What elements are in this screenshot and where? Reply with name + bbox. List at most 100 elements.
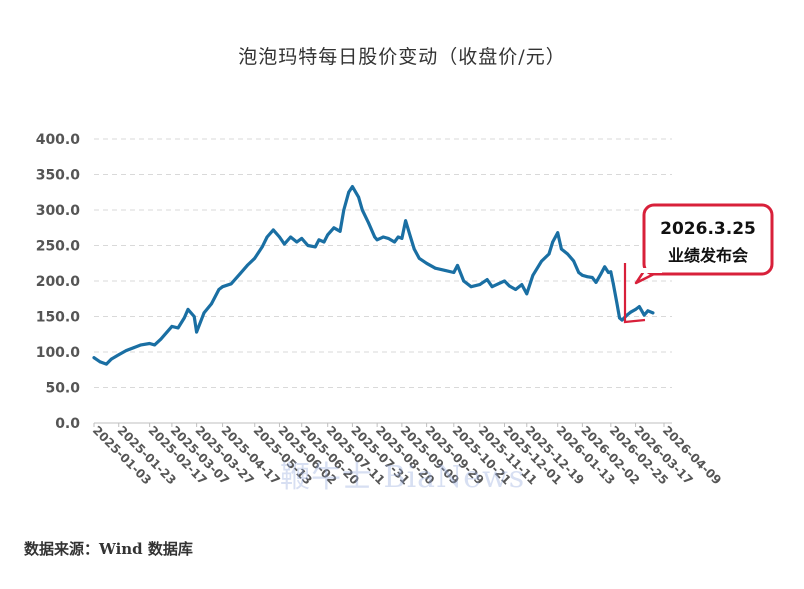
data-point	[117, 353, 121, 357]
data-point	[469, 285, 473, 289]
data-point	[283, 242, 286, 246]
watermark: 鞭牛士 BiaNews	[280, 460, 526, 495]
data-point	[338, 229, 342, 233]
data-point	[210, 302, 213, 306]
data-point	[253, 256, 257, 260]
data-point	[585, 275, 589, 279]
data-point	[577, 271, 581, 274]
data-point	[409, 235, 412, 239]
data-point	[629, 310, 632, 314]
data-point	[375, 238, 379, 242]
data-point	[540, 259, 543, 263]
data-point	[462, 279, 466, 283]
data-point	[400, 237, 404, 240]
data-point	[393, 240, 396, 244]
data-point	[443, 269, 447, 272]
earnings-annotation: 2026.3.25 业绩发布会	[623, 203, 774, 324]
y-tick-label: 0.0	[55, 416, 80, 432]
data-point	[229, 282, 233, 286]
data-point	[306, 244, 310, 247]
data-point	[98, 360, 102, 364]
data-point	[508, 284, 511, 288]
data-point	[238, 272, 242, 276]
data-point	[153, 343, 157, 347]
data-point	[381, 235, 385, 239]
data-point	[425, 261, 428, 265]
data-point	[514, 288, 517, 291]
data-point	[357, 195, 360, 199]
data-point	[609, 270, 613, 274]
data-point	[634, 308, 637, 311]
data-point	[478, 283, 482, 286]
data-point	[581, 273, 584, 277]
data-point	[182, 316, 186, 320]
data-point	[485, 278, 489, 281]
data-point	[637, 305, 641, 308]
data-point	[452, 271, 456, 274]
data-point	[132, 346, 136, 350]
callout-gap	[638, 268, 662, 273]
data-point	[551, 240, 555, 244]
data-point	[326, 233, 330, 237]
data-point	[572, 259, 576, 263]
data-point	[300, 237, 304, 240]
data-point	[195, 330, 199, 334]
data-point	[642, 313, 646, 317]
data-point	[386, 237, 390, 240]
data-point	[618, 316, 621, 320]
data-point	[456, 264, 459, 267]
data-point	[433, 266, 437, 270]
y-tick-label: 300.0	[36, 203, 81, 219]
data-point	[139, 343, 143, 347]
data-point	[278, 235, 281, 239]
data-point	[396, 235, 400, 239]
data-point	[221, 285, 225, 289]
data-point	[105, 362, 108, 366]
data-point	[367, 221, 370, 225]
data-point	[289, 235, 292, 239]
data-point	[611, 282, 615, 286]
data-point	[404, 219, 407, 223]
data-point	[165, 330, 169, 334]
data-point	[347, 190, 351, 194]
data-point	[159, 337, 163, 341]
data-point	[490, 285, 494, 289]
data-point	[560, 247, 563, 251]
data-point	[92, 356, 96, 360]
data-point	[202, 311, 206, 315]
data-source: 数据来源：Wind 数据库	[24, 540, 193, 558]
data-point	[295, 240, 299, 244]
data-point	[360, 208, 364, 212]
data-point	[620, 318, 624, 322]
data-point	[322, 240, 326, 244]
data-point	[607, 271, 610, 274]
y-tick-label: 350.0	[36, 168, 81, 184]
data-point	[260, 245, 264, 249]
data-point	[245, 264, 249, 267]
y-tick-label: 100.0	[36, 345, 81, 361]
y-tick-label: 400.0	[36, 132, 81, 148]
callout-date: 2026.3.25	[660, 219, 756, 239]
data-point	[271, 228, 275, 232]
data-point	[332, 226, 336, 230]
data-point	[651, 311, 655, 315]
series-close-price	[92, 185, 655, 366]
data-point	[625, 313, 629, 317]
data-point	[412, 247, 416, 251]
data-point	[342, 208, 346, 212]
callout-label: 业绩发布会	[668, 246, 748, 265]
callout-box	[642, 203, 774, 276]
chart-title: 泡泡玛特每日股价变动（收盘价/元）	[238, 46, 566, 68]
series-line	[92, 185, 655, 366]
data-point	[503, 279, 506, 283]
data-point	[217, 288, 221, 291]
y-tick-label: 200.0	[36, 274, 81, 290]
data-point	[373, 235, 377, 239]
y-tick-label: 150.0	[36, 310, 81, 326]
data-point	[531, 273, 535, 277]
data-point	[496, 282, 500, 286]
data-point	[520, 283, 524, 286]
data-point	[599, 272, 603, 276]
data-point	[176, 326, 180, 330]
